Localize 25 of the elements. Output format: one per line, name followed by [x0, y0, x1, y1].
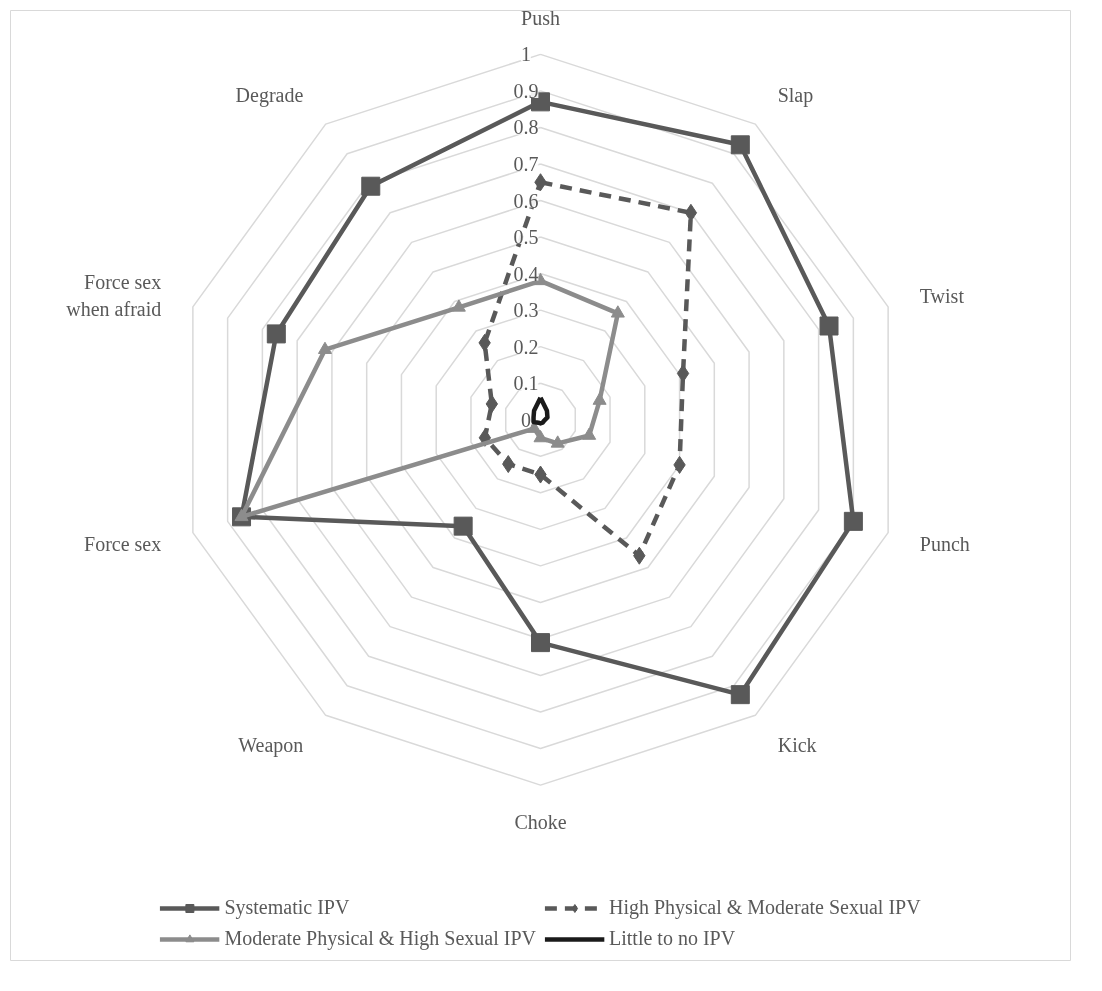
- y-tick-label: 0.8: [513, 116, 539, 139]
- spoke-label: Force sex when afraid: [66, 271, 162, 320]
- y-tick-label: 0.7: [513, 152, 539, 175]
- y-tick-label: 0.6: [513, 189, 539, 212]
- legend-label: Systematic IPV: [224, 896, 350, 919]
- y-tick-label: 0.3: [513, 299, 539, 322]
- spoke-label: Kick: [777, 733, 817, 756]
- y-tick-label: 0.2: [513, 335, 539, 358]
- y-tick-label: 0.1: [513, 372, 539, 395]
- legend-label: Moderate Physical & High Sexual IPV: [224, 927, 536, 950]
- y-tick-label: 0.4: [513, 262, 539, 285]
- legend-label: High Physical & Moderate Sexual IPV: [609, 896, 921, 919]
- spoke-label: Weapon: [238, 733, 304, 757]
- spoke-label: Choke: [514, 810, 567, 833]
- spoke-label: Slap: [777, 83, 814, 107]
- y-tick-label: 1: [520, 43, 531, 66]
- spoke-label: Force sex: [84, 532, 162, 555]
- spoke-label: Degrade: [235, 83, 304, 107]
- legend-label: Little to no IPV: [609, 927, 736, 950]
- spoke-label: Punch: [919, 532, 970, 555]
- spoke-label: Twist: [919, 284, 965, 307]
- y-tick-label: 0.9: [513, 79, 539, 102]
- spoke-label: Push: [521, 6, 560, 29]
- y-tick-label: 0.5: [513, 226, 539, 249]
- y-tick-label: 0: [520, 408, 531, 431]
